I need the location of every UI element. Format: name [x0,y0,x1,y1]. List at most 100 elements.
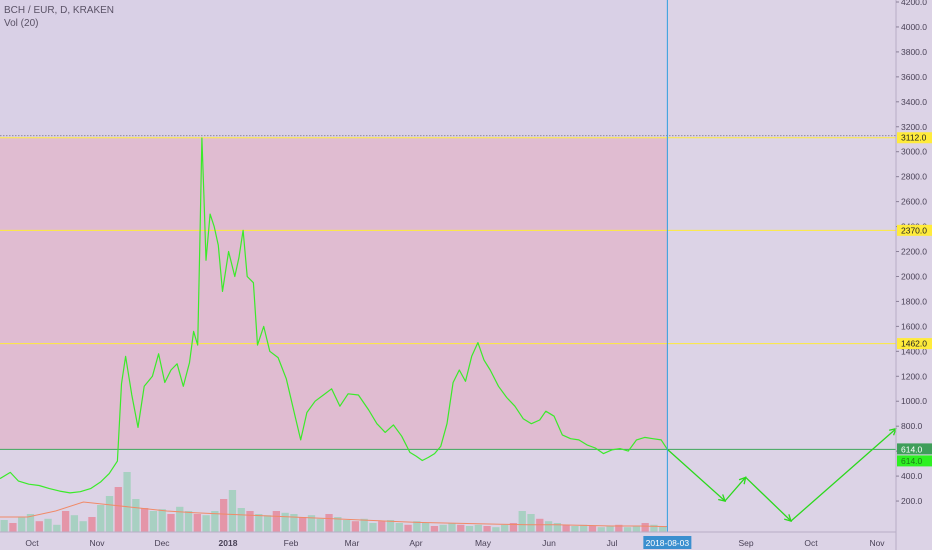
volume-bar [404,524,412,532]
volume-bar [26,514,35,532]
volume-bar [176,506,184,532]
indicator-legend[interactable]: Vol (20) [4,18,39,29]
volume-bar [597,527,605,532]
volume-bar [79,521,87,532]
volume-bar [351,521,360,532]
volume-bar [316,518,324,532]
volume-bar [553,523,561,532]
y-tick-label: 3800.0 [901,47,927,57]
cursor-date-tag [643,536,692,549]
volume-bar [632,526,641,532]
volume-bar [114,487,122,532]
volume-bar [580,524,588,532]
volume-bar [465,526,474,532]
volume-bar [421,523,430,532]
volume-bar [386,520,395,532]
volume-bar [439,524,447,532]
volume-bar [448,523,456,532]
volume-bar [281,512,289,532]
level-tag-label: 3112.0 [901,133,927,143]
volume-bar [228,490,237,532]
volume-bar [360,518,368,532]
level-tag-label: 1462.0 [901,339,927,349]
volume-bar [202,515,210,532]
x-tick-label: 2018 [219,538,238,548]
y-tick-label: 2600.0 [901,197,927,207]
volume-bar [623,527,632,532]
volume-bar [140,508,149,532]
current-price-subtag [897,455,932,467]
x-tick-label: Sep [738,538,753,548]
y-tick-label: 4200.0 [901,0,927,7]
price-line [0,137,668,494]
y-tick-label: 1400.0 [901,346,927,356]
volume-bar [544,521,553,532]
x-tick-label: Oct [25,538,39,548]
volume-bar [263,515,272,532]
volume-bar [342,520,351,532]
symbol-legend[interactable]: BCH / EUR, D, KRAKEN [4,5,115,16]
y-tick-label: 200.0 [901,496,923,506]
x-tick-label: Apr [409,538,422,548]
volume-bar [44,518,52,532]
volume-bar [334,517,342,532]
volume-bar [562,524,570,532]
volume-bar [53,524,61,532]
volume-bar [641,523,649,532]
volume-bar [571,526,579,532]
volume-bar [88,517,96,532]
x-tick-label: Mar [345,538,360,548]
volume-bar [0,520,8,532]
volume-bar [290,514,298,532]
x-tick-label: Nov [89,538,105,548]
volume-bar [149,511,158,532]
volume-bar [307,515,316,532]
volume-bar [35,521,43,532]
volume-bar [299,517,307,532]
x-tick-label: May [475,538,492,548]
volume-bar [123,472,131,532]
volume-bar [588,526,597,532]
volume-bar [220,499,228,532]
volume-bar [184,511,193,532]
current-price-tag-label: 614.0 [901,444,923,454]
y-tick-label: 1000.0 [901,396,927,406]
y-tick-label: 3200.0 [901,122,927,132]
volume-bar [457,524,465,532]
volume-bar [255,514,263,532]
y-tick-label: 1600.0 [901,321,927,331]
volume-bar [70,515,79,532]
current-price-tag [897,443,932,455]
volume-bar [413,521,421,532]
projection-arrowhead [784,514,792,522]
y-tick-label: 3000.0 [901,147,927,157]
level-tag [897,132,932,144]
volume-ma-line [0,501,668,528]
volume-bar [430,526,439,532]
volume-bar [132,499,140,532]
x-tick-label: Jun [542,538,556,548]
level-tag-label: 2370.0 [901,225,927,235]
y-tick-label: 1800.0 [901,296,927,306]
projection-arrowhead [718,494,727,502]
volume-bar [650,524,658,532]
y-tick-label: 3400.0 [901,97,927,107]
volume-bar [193,514,201,532]
volume-bar [167,514,175,532]
volume-bar [492,527,500,532]
level-tag [897,338,932,350]
volume-bar [501,524,509,532]
x-tick-label: Dec [154,538,170,548]
upper-band [0,0,668,138]
volume-bar [474,524,482,532]
volume-bar [395,523,403,532]
volume-bar [272,511,280,532]
volume-bar [615,524,623,532]
cursor-date-label: 2018-08-03 [646,538,690,548]
volume-bar [246,511,254,532]
volume-bar [211,511,219,532]
volume-bar [61,511,70,532]
volume-bar [606,526,614,532]
